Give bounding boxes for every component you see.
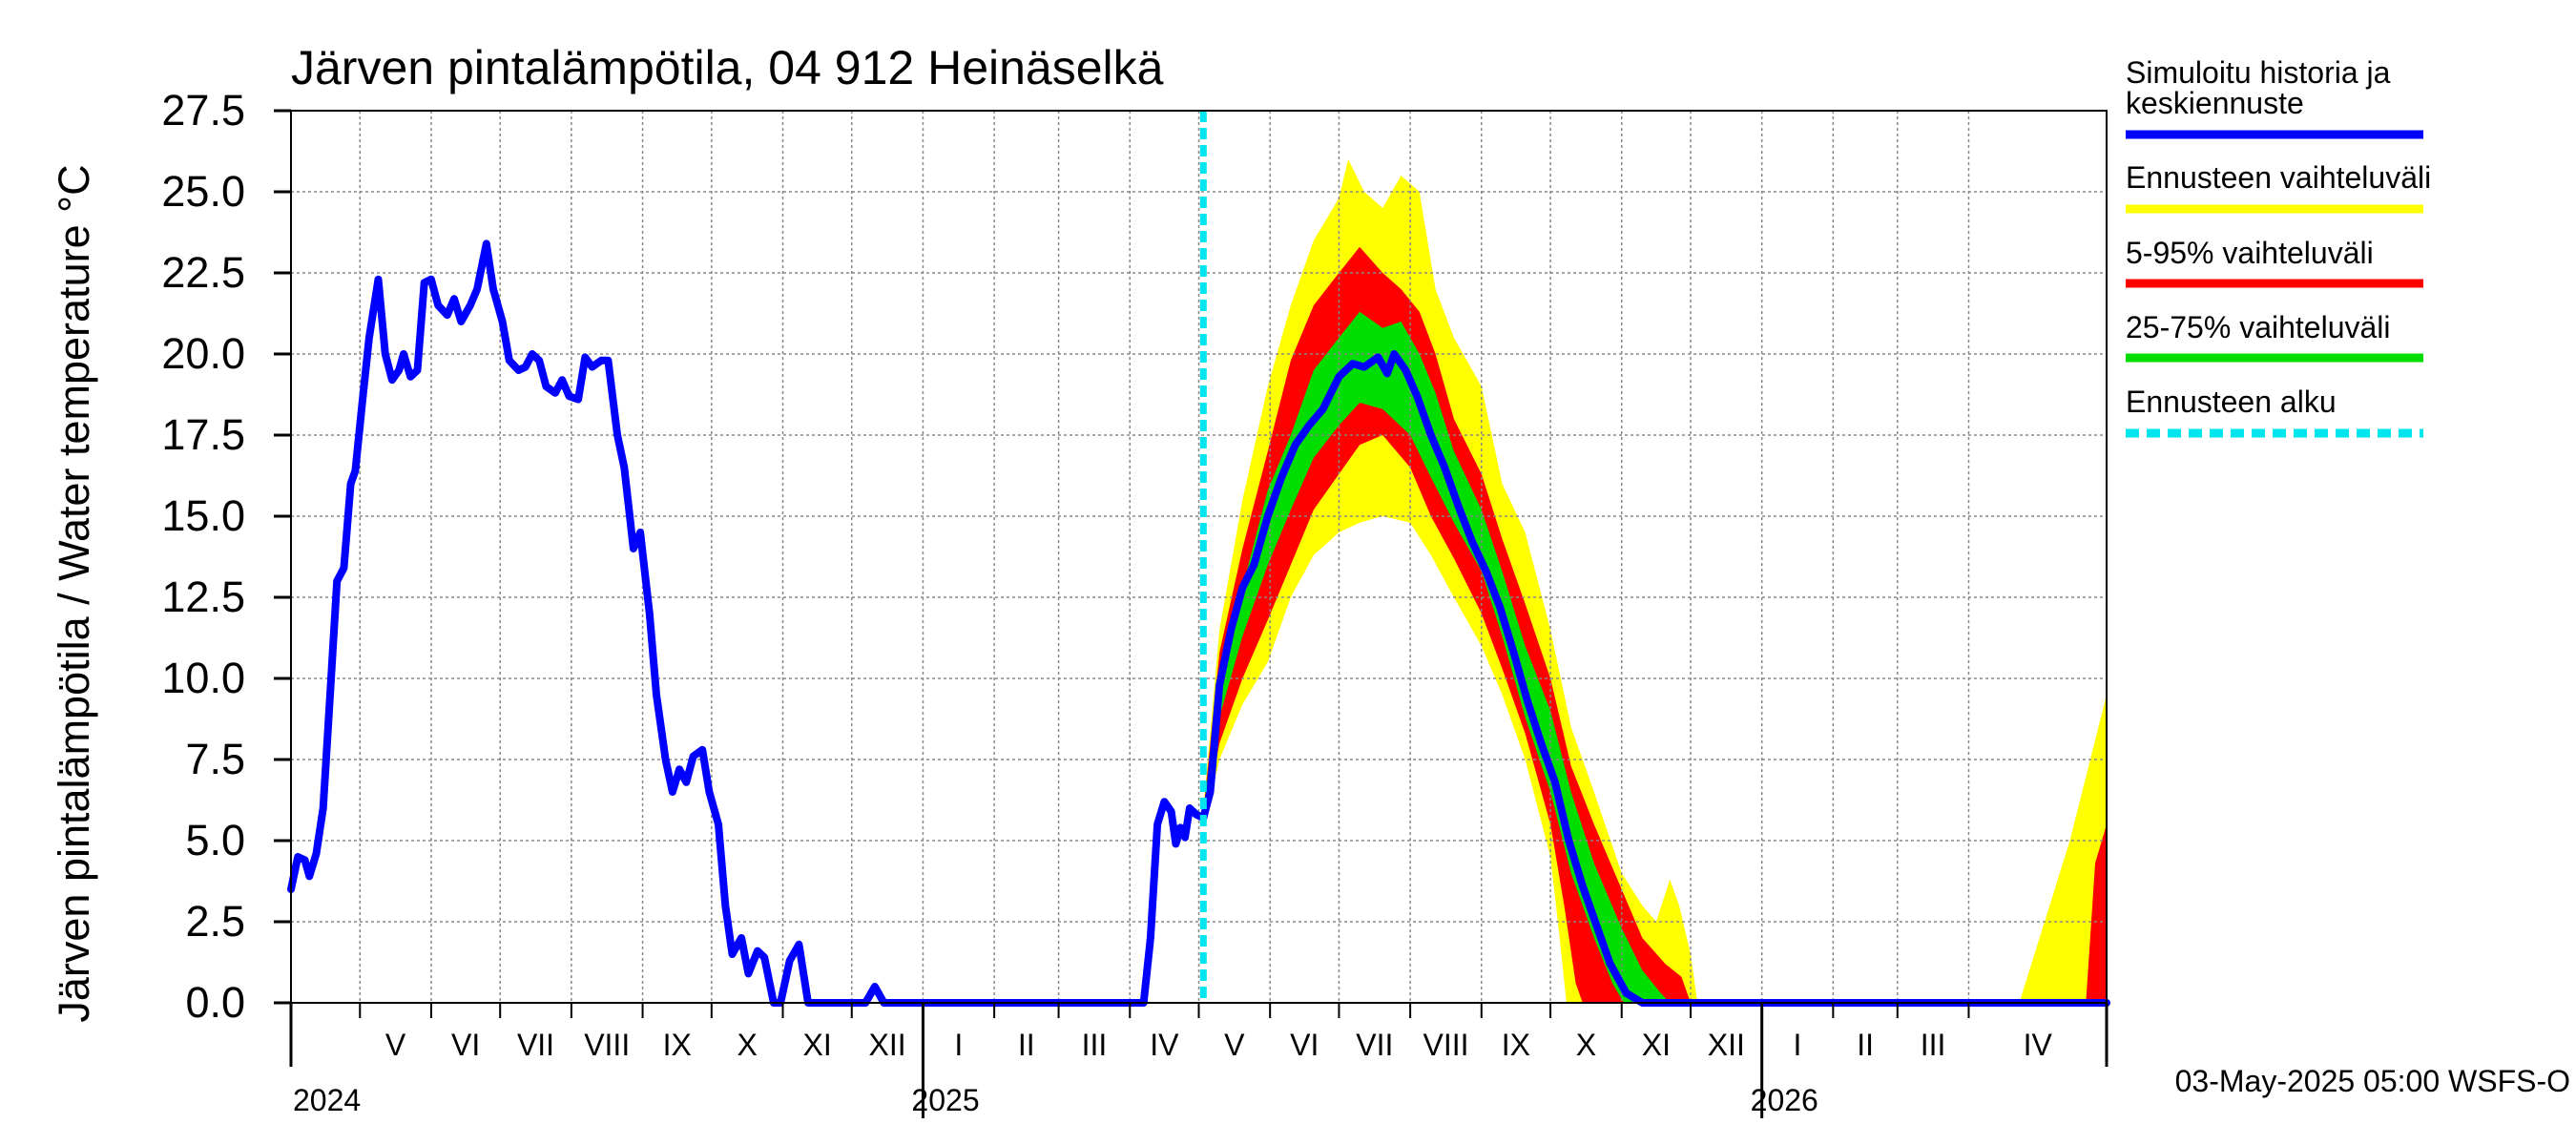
month-label: VII <box>1356 1028 1393 1062</box>
month-label: VII <box>517 1028 554 1062</box>
y-tick-label: 7.5 <box>185 735 245 783</box>
month-label: III <box>1921 1028 1946 1062</box>
y-tick-label: 10.0 <box>161 654 245 702</box>
month-label: III <box>1082 1028 1108 1062</box>
y-tick-label: 12.5 <box>161 572 245 621</box>
footer-timestamp: 03-May-2025 05:00 WSFS-O <box>2175 1064 2570 1098</box>
plot-grid <box>291 111 2107 1003</box>
month-label: XII <box>1708 1028 1745 1062</box>
plot-lines <box>287 111 2110 1007</box>
month-label: VIII <box>584 1028 630 1062</box>
legend-label: Ennusteen vaihteluväli <box>2126 160 2431 195</box>
year-label: 2025 <box>911 1083 979 1117</box>
month-label: I <box>954 1028 963 1062</box>
month-label: X <box>737 1028 758 1062</box>
month-label: V <box>1224 1028 1245 1062</box>
legend-label: keskiennuste <box>2126 86 2304 120</box>
year-label: 2026 <box>1751 1083 1818 1117</box>
month-label: I <box>1794 1028 1802 1062</box>
month-label: IX <box>663 1028 692 1062</box>
month-label: XII <box>869 1028 906 1062</box>
chart-title: Järven pintalämpötila, 04 912 Heinäselkä <box>291 41 1164 94</box>
month-label: VI <box>451 1028 480 1062</box>
month-label: XI <box>1642 1028 1671 1062</box>
month-label: II <box>1857 1028 1874 1062</box>
month-label: XI <box>802 1028 831 1062</box>
month-label: VIII <box>1423 1028 1468 1062</box>
month-label: IV <box>2024 1028 2053 1062</box>
y-axis-ticks: 0.0 2.5 5.0 7.5 10.0 12.5 15.0 17.5 20.0 22.5 25.0… <box>161 86 291 1027</box>
series-line-mean <box>287 239 2110 1007</box>
y-tick-label: 15.0 <box>161 491 245 540</box>
y-tick-label: 5.0 <box>185 816 245 864</box>
legend-label: 25-75% vaihteluväli <box>2126 310 2391 344</box>
y-tick-label: 20.0 <box>161 329 245 378</box>
year-label: 2024 <box>293 1083 361 1117</box>
y-tick-label: 2.5 <box>185 897 245 946</box>
x-axis-ticks: V VI VII VIII IX X XI XII I II III IV V VI VII VIII IX X X… <box>293 1003 2052 1118</box>
y-tick-label: 27.5 <box>161 86 245 135</box>
legend-label: Simuloitu historia ja <box>2126 55 2391 90</box>
y-tick-label: 0.0 <box>185 978 245 1027</box>
y-axis-label: Järven pintalämpötila / Water temperatur… <box>50 164 98 1022</box>
month-label: VI <box>1290 1028 1319 1062</box>
month-label: V <box>385 1028 406 1062</box>
y-tick-label: 22.5 <box>161 248 245 297</box>
month-label: IV <box>1150 1028 1179 1062</box>
y-tick-label: 17.5 <box>161 410 245 459</box>
month-label: X <box>1576 1028 1596 1062</box>
month-label: IX <box>1502 1028 1530 1062</box>
month-label: II <box>1018 1028 1035 1062</box>
legend-label: Ennusteen alku <box>2126 385 2337 419</box>
y-tick-label: 25.0 <box>161 167 245 216</box>
legend-label: 5-95% vaihteluväli <box>2126 236 2374 270</box>
